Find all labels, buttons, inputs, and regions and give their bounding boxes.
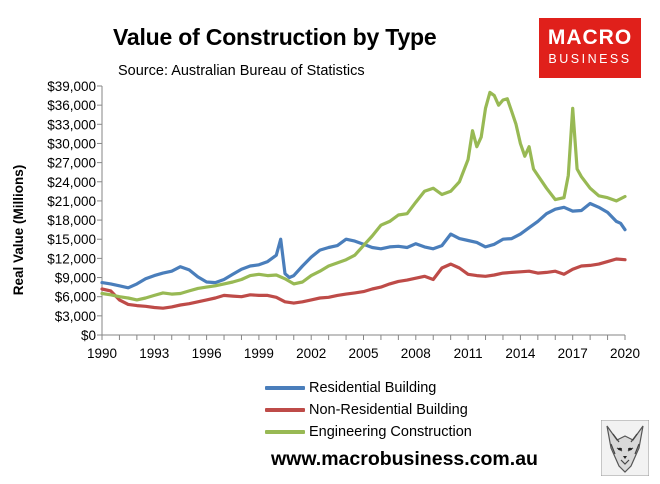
legend-item-engineering: Engineering Construction: [265, 421, 472, 443]
legend-label-non-residential: Non-Residential Building: [309, 402, 468, 418]
y-tick-label: $18,000: [47, 213, 96, 228]
x-tick-label: 1993: [139, 346, 169, 361]
series-line-non-residential: [100, 257, 627, 310]
y-tick-label: $3,000: [55, 309, 96, 324]
y-tick-label: $12,000: [47, 251, 96, 266]
logo-line1: MACRO: [547, 26, 633, 49]
x-tick-label: 1999: [244, 346, 274, 361]
x-tick-label: 2011: [454, 346, 483, 361]
x-tick-label: 2014: [505, 346, 536, 361]
x-tick-label: 1990: [87, 346, 117, 361]
y-tick-label: $21,000: [47, 194, 96, 209]
chart-title: Value of Construction by Type: [113, 24, 437, 50]
x-tick-label: 2005: [348, 346, 378, 361]
chart-legend: Residential Building Non-Residential Bui…: [265, 377, 472, 443]
x-tick-label: 1996: [192, 346, 222, 361]
chart-subtitle: Source: Australian Bureau of Statistics: [118, 63, 365, 79]
y-tick-label: $39,000: [47, 79, 96, 94]
legend-label-engineering: Engineering Construction: [309, 424, 472, 440]
y-tick-label: $27,000: [47, 156, 96, 171]
x-tick-label: 2020: [610, 346, 640, 361]
y-tick-label: $0: [81, 328, 96, 343]
y-tick-label: $24,000: [47, 175, 96, 190]
legend-swatch-residential: [265, 386, 305, 390]
x-tick-label: 2002: [296, 346, 326, 361]
y-tick-label: $6,000: [55, 290, 96, 305]
legend-item-non-residential: Non-Residential Building: [265, 399, 472, 421]
y-tick-label: $15,000: [47, 232, 96, 247]
x-tick-label: 2017: [558, 346, 588, 361]
website-url: www.macrobusiness.com.au: [271, 448, 538, 470]
chart-axes: $0 $3,000 $6,000 $9,000 $12,000 $15,000 $18,00…: [47, 79, 640, 361]
legend-label-residential: Residential Building: [309, 380, 437, 396]
y-axis-label: Real Value (Millions): [11, 165, 26, 296]
y-tick-label: $30,000: [47, 136, 96, 151]
legend-swatch-engineering: [265, 430, 305, 434]
y-tick-label: $33,000: [47, 117, 96, 132]
y-tick-label: $36,000: [47, 98, 96, 113]
y-tick-label: $9,000: [55, 271, 96, 286]
series-line-engineering: [100, 90, 627, 302]
legend-item-residential: Residential Building: [265, 377, 472, 399]
wolf-logo-icon: [601, 420, 649, 476]
legend-swatch-non-residential: [265, 408, 305, 412]
chart-series-layer: [100, 90, 627, 310]
macrobusiness-logo: MACRO BUSINESS: [539, 18, 641, 78]
logo-line2: BUSINESS: [548, 52, 632, 66]
x-tick-label: 2008: [401, 346, 431, 361]
series-line-residential: [100, 201, 627, 290]
